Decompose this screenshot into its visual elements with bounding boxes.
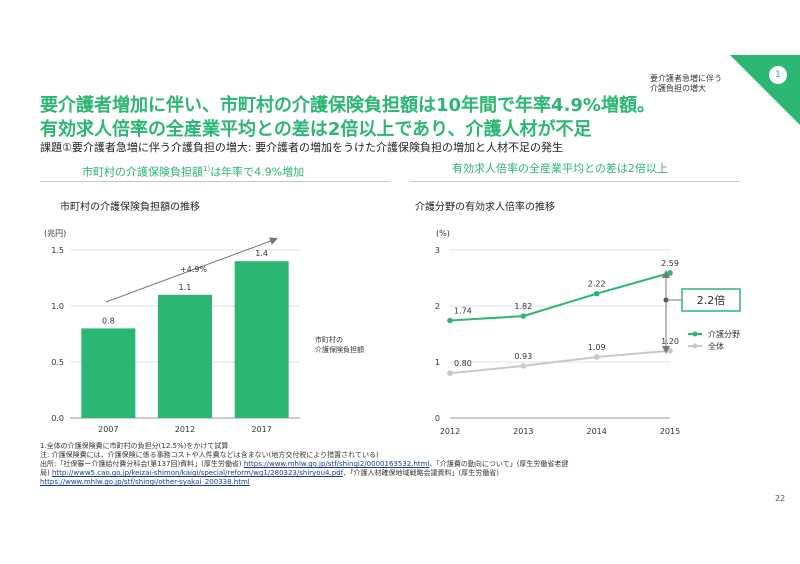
left-section-rule xyxy=(40,181,390,182)
series-point-all xyxy=(520,363,527,369)
footnote-source-line1: 出所:「社保審ー介護給付費分科会(第137回)資料」(厚生労働省) https:… xyxy=(40,460,568,469)
bar-chart-title: 市町村の介護保険負担額の推移 xyxy=(60,202,200,213)
bar-value-label: 0.8 xyxy=(102,316,115,325)
bar-value-label: 1.1 xyxy=(179,283,192,292)
bar-value-label: 1.4 xyxy=(255,249,268,258)
legend-all-label: 全体 xyxy=(708,341,724,351)
legend-kaigo-marker xyxy=(692,331,698,337)
bar-x-tick-label: 2012 xyxy=(175,425,195,434)
growth-label: +4.9% xyxy=(180,265,207,274)
left-heading-text-b: は年率で4.9%増加 xyxy=(210,165,305,179)
right-section-heading: 有効求人倍率の全産業平均との差は2倍以上 xyxy=(452,162,668,175)
page-title-line1: 要介護者増加に伴い、市町村の介護保険負担額は10年間で年率4.9%増額。 xyxy=(40,95,655,116)
bar-2017 xyxy=(234,261,289,418)
series-value-label: 1.74 xyxy=(454,307,472,316)
gap-callout-label: 2.2倍 xyxy=(697,293,726,307)
source-link-2[interactable]: http://www5.cao.go.jp/keizai-shimon/kaig… xyxy=(51,469,344,477)
series-value-label: 0.93 xyxy=(514,352,532,361)
bar-y-axis-label: (兆円) xyxy=(44,228,66,238)
series-point-all xyxy=(447,370,453,376)
left-heading-footnote-mark: 1) xyxy=(203,165,211,173)
gap-arrow-head-up xyxy=(662,270,670,278)
series-point-kaigo xyxy=(520,313,527,319)
growth-arrow xyxy=(105,237,278,303)
bar-2007 xyxy=(81,328,136,418)
footnote-source-line3: https://www.mhlw.go.jp/stf/shingi/other-… xyxy=(40,478,250,487)
series-value-label: 1.20 xyxy=(661,337,679,346)
source-line2-prefix: 局) xyxy=(40,469,52,477)
line-x-tick-label: 2012 xyxy=(440,427,460,436)
legend-all-marker xyxy=(692,343,698,349)
line-y-tick-label: 3 xyxy=(435,246,440,255)
gap-arrow-head-down xyxy=(662,346,670,354)
page-title: 要介護者増加に伴い、市町村の介護保険負担額は10年間で年率4.9%増額。 有効求… xyxy=(40,94,740,142)
line-x-tick-label: 2014 xyxy=(586,427,606,436)
source-link-3[interactable]: https://www.mhlw.go.jp/stf/shingi/other-… xyxy=(40,478,250,486)
series-point-kaigo xyxy=(667,270,673,276)
line-chart: (%) 0 1 2 3 2012 2013 2014 2015 1.74 1.82 2.22 2.… xyxy=(435,229,741,436)
bar-2012 xyxy=(158,294,212,418)
bar-chart: (兆円) 0.0 0.5 1.0 1.5 0.8 1.1 1.4 2007 2012 2017… xyxy=(44,228,364,434)
line-x-tick-label: 2015 xyxy=(660,427,680,436)
bar-y-tick-label: 0.0 xyxy=(51,414,64,423)
series-line-all xyxy=(449,349,671,375)
bar-x-tick-label: 2007 xyxy=(98,425,118,434)
series-point-kaigo xyxy=(447,317,453,324)
line-chart-title: 介護分野の有効求人倍率の推移 xyxy=(415,202,555,213)
line-y-tick-label: 0 xyxy=(435,414,440,423)
series-point-all xyxy=(593,354,600,360)
source-mid-2: 、「介護人材確保地域戦略会議資料」(厚生労働省) xyxy=(343,469,500,477)
bar-y-tick-label: 0.5 xyxy=(51,358,64,367)
source-link-1[interactable]: https://www.mhlw.go.jp/stf/shingi2/00001… xyxy=(243,460,430,468)
series-value-label: 0.80 xyxy=(454,359,472,368)
series-value-label: 1.09 xyxy=(588,343,606,352)
gap-callout-box xyxy=(681,288,741,312)
section-note-line1: 要介護者急増に伴う xyxy=(650,74,722,83)
bar-y-tick-label: 1.0 xyxy=(51,302,64,311)
page-title-line2: 有効求人倍率の全産業平均との差は2倍以上であり、介護人材が不足 xyxy=(40,119,592,140)
footnote-1: 1.全体の介護保険費に市町村の負担分(12.5%)をかけて試算 xyxy=(40,442,229,450)
line-y-tick-label: 1 xyxy=(435,358,440,367)
line-y-tick-label: 2 xyxy=(435,302,440,311)
section-note: 要介護者急増に伴う 介護負担の増大 xyxy=(650,74,760,94)
page-number: 22 xyxy=(775,494,786,503)
source-mid-1: 、「介護費の動向について」(厚生労働省老健 xyxy=(429,460,569,468)
page-subtitle: 課題①要介護者急増に伴う介護負担の増大: 要介護者の増加をうけた介護保険負担の増… xyxy=(40,141,564,154)
left-heading-text-a: 市町村の介護保険負担額 xyxy=(82,165,203,179)
line-y-axis-label: (%) xyxy=(436,229,450,238)
bar-x-tick-label: 2017 xyxy=(251,425,271,434)
legend-kaigo-label: 介護分野 xyxy=(708,329,740,339)
section-badge-number: 1 xyxy=(769,66,787,84)
right-section-rule xyxy=(410,181,740,182)
bar-legend-line2: 介護保険負担額 xyxy=(315,345,364,354)
source-prefix: 出所:「社保審ー介護給付費分科会(第137回)資料」(厚生労働省) xyxy=(40,460,244,468)
left-section-heading: 市町村の介護保険負担額1)は年率で4.9%増加 xyxy=(82,162,304,180)
series-value-label: 2.22 xyxy=(588,280,606,289)
series-value-label: 2.59 xyxy=(661,259,679,268)
bar-y-tick-label: 1.5 xyxy=(51,246,64,255)
footnote-2: 注: 介護保険費には、介護保険に係る事務コストや人件費などは含まない(地方交付税… xyxy=(40,451,379,459)
bar-legend-line1: 市町村の xyxy=(315,335,343,344)
footnote-source-line2: 局) http://www5.cao.go.jp/keizai-shimon/k… xyxy=(40,469,499,478)
series-point-all xyxy=(667,348,673,354)
series-value-label: 1.82 xyxy=(514,302,532,311)
line-x-tick-label: 2013 xyxy=(513,427,533,436)
series-line-kaigo xyxy=(449,271,671,322)
section-note-line2: 介護負担の増大 xyxy=(650,84,706,93)
series-point-kaigo xyxy=(593,290,600,297)
